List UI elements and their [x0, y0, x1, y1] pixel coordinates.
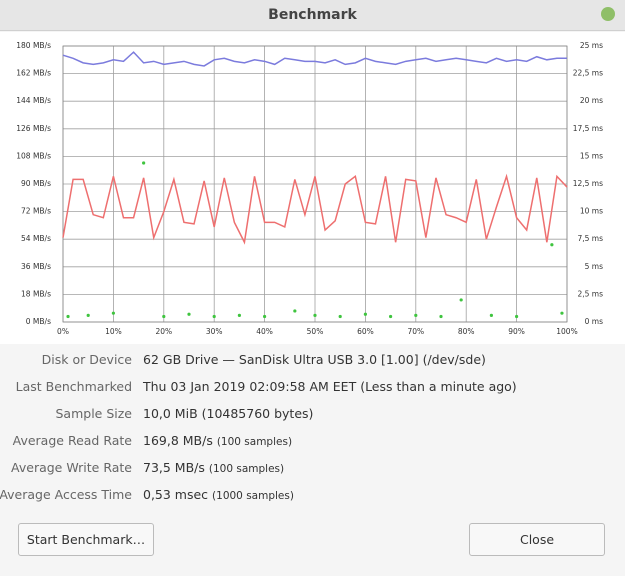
y2-tick-label: 0 ms: [585, 317, 603, 326]
info-label: Disk or Device: [41, 352, 132, 367]
x-tick-label: 90%: [508, 327, 525, 336]
access-point: [439, 314, 443, 319]
y-tick-label: 180 MB/s: [16, 41, 51, 50]
access-point: [560, 311, 564, 315]
access-point: [66, 314, 70, 319]
access-point: [111, 311, 115, 315]
y2-tick-label: 10 ms: [580, 207, 603, 216]
access-point: [459, 298, 463, 302]
y-tick-label: 54 MB/s: [21, 234, 51, 243]
y-tick-label: 18 MB/s: [21, 289, 51, 298]
access-point: [363, 312, 367, 316]
x-tick-label: 100%: [556, 327, 577, 336]
y2-tick-label: 22,5 ms: [573, 69, 603, 78]
access-point: [187, 312, 191, 316]
access-point: [550, 243, 554, 247]
title-bar: Benchmark: [0, 0, 625, 31]
x-tick-label: 40%: [256, 327, 273, 336]
access-point: [142, 161, 146, 165]
x-tick-label: 20%: [155, 327, 172, 336]
info-row: Average Access Time 0,53 msec (1000 sampl…: [0, 487, 625, 507]
y-tick-label: 126 MB/s: [16, 124, 51, 133]
info-row: Average Write Rate 73,5 MB/s (100 samples…: [0, 460, 625, 480]
x-tick-label: 50%: [307, 327, 324, 336]
access-point: [86, 313, 90, 317]
y2-tick-label: 20 ms: [580, 96, 603, 105]
info-row: Sample Size 10,0 MiB (10485760 bytes): [0, 406, 625, 426]
close-icon[interactable]: [601, 7, 615, 21]
info-row: Average Read Rate 169,8 MB/s (100 samples…: [0, 433, 625, 453]
access-point: [389, 314, 393, 319]
info-value: 0,53 msec (1000 samples): [143, 487, 294, 502]
access-point: [414, 313, 418, 317]
info-value: Thu 03 Jan 2019 02:09:58 AM EET (Less th…: [143, 379, 517, 394]
access-point: [338, 314, 342, 319]
info-value: 73,5 MB/s (100 samples): [143, 460, 285, 475]
y2-tick-label: 25 ms: [580, 41, 603, 50]
y2-tick-label: 17,5 ms: [573, 124, 603, 133]
y-tick-label: 108 MB/s: [16, 151, 51, 160]
info-row: Last Benchmarked Thu 03 Jan 2019 02:09:58…: [0, 379, 625, 399]
y-tick-label: 36 MB/s: [21, 262, 51, 271]
y2-tick-label: 2,5 ms: [577, 289, 603, 298]
access-point: [237, 313, 241, 317]
close-button[interactable]: Close: [469, 523, 605, 556]
x-tick-label: 30%: [206, 327, 223, 336]
y-tick-label: 144 MB/s: [16, 96, 51, 105]
x-tick-label: 60%: [357, 327, 374, 336]
y-tick-label: 0 MB/s: [26, 317, 51, 326]
y2-tick-label: 5 ms: [585, 262, 603, 271]
access-point: [212, 314, 216, 319]
access-point: [263, 314, 267, 319]
info-row: Disk or Device 62 GB Drive — SanDisk Ultr…: [0, 352, 625, 372]
x-tick-label: 80%: [458, 327, 475, 336]
access-point: [489, 313, 493, 317]
y-tick-label: 72 MB/s: [21, 207, 51, 216]
info-value: 62 GB Drive — SanDisk Ultra USB 3.0 [1.0…: [143, 352, 486, 367]
info-note: (1000 samples): [212, 490, 294, 502]
y2-tick-label: 7,5 ms: [577, 234, 603, 243]
x-tick-label: 10%: [105, 327, 122, 336]
info-label: Average Read Rate: [12, 433, 132, 448]
access-point: [293, 309, 297, 313]
access-point: [162, 314, 166, 319]
info-label: Average Access Time: [0, 487, 132, 502]
plot-frame: [62, 45, 568, 323]
access-point: [313, 313, 317, 317]
y2-tick-label: 15 ms: [580, 151, 603, 160]
y2-tick-label: 12,5 ms: [573, 179, 603, 188]
info-label: Sample Size: [55, 406, 132, 421]
start-button[interactable]: Start Benchmark…: [18, 523, 154, 556]
window-title: Benchmark: [268, 7, 357, 23]
info-value: 169,8 MB/s (100 samples): [143, 433, 293, 448]
info-label: Average Write Rate: [11, 460, 132, 475]
x-tick-label: 0%: [57, 327, 69, 336]
line-series: [62, 51, 567, 67]
y-tick-label: 162 MB/s: [16, 69, 51, 78]
info-note: (100 samples): [216, 436, 293, 448]
access-point: [515, 314, 519, 319]
y-tick-label: 90 MB/s: [21, 179, 51, 188]
x-tick-label: 70%: [407, 327, 424, 336]
info-value: 10,0 MiB (10485760 bytes): [143, 406, 314, 421]
chart: 180 MB/s 162 MB/s 144 MB/s 126 MB/s 108 MB/s…: [0, 32, 625, 344]
info-label: Last Benchmarked: [15, 379, 132, 394]
line-series: [62, 173, 568, 245]
info-note: (100 samples): [208, 463, 285, 475]
